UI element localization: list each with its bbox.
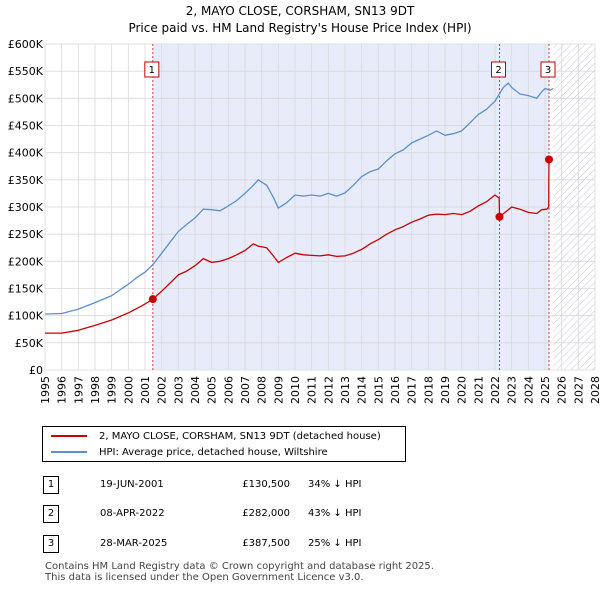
x-tick-label: 2001 — [139, 376, 152, 404]
x-tick-label: 2003 — [172, 376, 185, 404]
y-tick-label: £300K — [8, 201, 44, 214]
transaction-row: 1 19-JUN-2001 £130,500 34% ↓ HPI — [40, 476, 560, 494]
x-tick-label: 2025 — [539, 376, 552, 404]
transaction-hpi-diff: 43% ↓ HPI — [308, 508, 362, 519]
x-tick-label: 2019 — [439, 376, 452, 404]
x-tick-label: 2018 — [422, 376, 435, 404]
x-tick-label: 2027 — [572, 376, 585, 404]
transaction-date: 28-MAR-2025 — [100, 538, 168, 549]
transaction-number: 2 — [43, 505, 59, 523]
y-tick-label: £500K — [8, 92, 44, 105]
y-tick-label: £100K — [8, 310, 44, 323]
transaction-row: 3 28-MAR-2025 £387,500 25% ↓ HPI — [40, 535, 560, 553]
chart-title: 2, MAYO CLOSE, CORSHAM, SN13 9DT — [185, 4, 415, 18]
y-tick-label: £450K — [8, 120, 44, 133]
x-tick-label: 1995 — [39, 376, 52, 404]
legend-label-property: 2, MAYO CLOSE, CORSHAM, SN13 9DT (detach… — [99, 430, 381, 442]
x-tick-label: 2014 — [356, 376, 369, 404]
legend-swatch-property — [51, 435, 87, 437]
sale-number-label: 3 — [545, 65, 551, 76]
hpi-line — [44, 82, 554, 315]
legend-swatch-hpi — [51, 451, 87, 453]
y-tick-label: £200K — [8, 255, 44, 268]
x-tick-label: 2020 — [456, 376, 469, 404]
x-tick-label: 2011 — [306, 376, 319, 404]
price-chart: 1995 1996 1997 1998 1999 2000 2001 2002 2003 2004… — [8, 38, 600, 404]
x-tick-label: 2017 — [406, 376, 419, 404]
x-tick-label: 2013 — [339, 376, 352, 404]
transaction-price: £282,000 — [242, 508, 290, 519]
y-tick-label: £400K — [8, 147, 44, 160]
sale-number-box — [491, 61, 506, 78]
x-tick-label: 2012 — [322, 376, 335, 404]
legend-item-property: 2, MAYO CLOSE, CORSHAM, SN13 9DT (detach… — [51, 429, 381, 443]
y-tick-label: £150K — [8, 283, 44, 296]
x-tick-label: 2026 — [556, 376, 569, 404]
x-tick-label: 2010 — [289, 376, 302, 404]
x-tick-label: 2021 — [472, 376, 485, 404]
x-tick-label: 2015 — [372, 376, 385, 404]
y-tick-label: £50K — [15, 337, 44, 350]
sale-point — [545, 155, 553, 164]
transaction-number: 3 — [43, 535, 59, 553]
x-tick-label: 2008 — [256, 376, 269, 404]
x-tick-label: 1997 — [72, 376, 85, 404]
transaction-date: 19-JUN-2001 — [100, 479, 164, 490]
legend-item-hpi: HPI: Average price, detached house, Wilt… — [51, 445, 328, 459]
x-tick-label: 1999 — [106, 376, 119, 404]
legend-label-hpi: HPI: Average price, detached house, Wilt… — [99, 446, 328, 458]
x-tick-label: 2023 — [506, 376, 519, 404]
transaction-price: £130,500 — [242, 479, 290, 490]
y-tick-label: £250K — [8, 228, 44, 241]
transaction-number: 1 — [43, 476, 59, 494]
transaction-date: 08-APR-2022 — [100, 508, 165, 519]
x-tick-label: 2022 — [489, 376, 502, 404]
x-tick-label: 2009 — [272, 376, 285, 404]
transaction-hpi-diff: 25% ↓ HPI — [308, 538, 362, 549]
sale-number-label: 2 — [495, 65, 501, 76]
sale-number-box — [540, 61, 556, 78]
sale-point — [148, 295, 157, 304]
x-tick-label: 2000 — [122, 376, 135, 404]
transaction-hpi-diff: 34% ↓ HPI — [308, 479, 362, 490]
transaction-price: £387,500 — [242, 538, 290, 549]
footer-copyright: Contains HM Land Registry data © Crown c… — [45, 561, 434, 572]
y-tick-label: £550K — [8, 65, 44, 78]
y-tick-label: £350K — [8, 174, 44, 187]
x-tick-label: 2016 — [389, 376, 402, 404]
x-tick-label: 2002 — [156, 376, 169, 404]
y-tick-label: £600K — [8, 38, 44, 51]
sale-point — [495, 212, 504, 221]
y-tick-label: £0 — [29, 364, 43, 377]
x-tick-label: 2024 — [522, 376, 535, 404]
property-price-line — [45, 159, 550, 334]
transaction-row: 2 08-APR-2022 £282,000 43% ↓ HPI — [40, 505, 560, 523]
footer-license: This data is licensed under the Open Gov… — [45, 572, 364, 583]
x-tick-label: 2007 — [239, 376, 252, 404]
chart-subtitle: Price paid vs. HM Land Registry's House … — [128, 21, 472, 35]
x-tick-label: 2028 — [589, 376, 600, 404]
x-tick-label: 2005 — [206, 376, 219, 404]
legend: 2, MAYO CLOSE, CORSHAM, SN13 9DT (detach… — [42, 426, 406, 462]
sale-number-label: 1 — [149, 65, 155, 76]
x-tick-label: 1998 — [89, 376, 102, 404]
x-tick-label: 1996 — [56, 376, 69, 404]
x-tick-label: 2006 — [222, 376, 235, 404]
x-tick-label: 2004 — [189, 376, 202, 404]
sale-number-box — [144, 61, 160, 78]
